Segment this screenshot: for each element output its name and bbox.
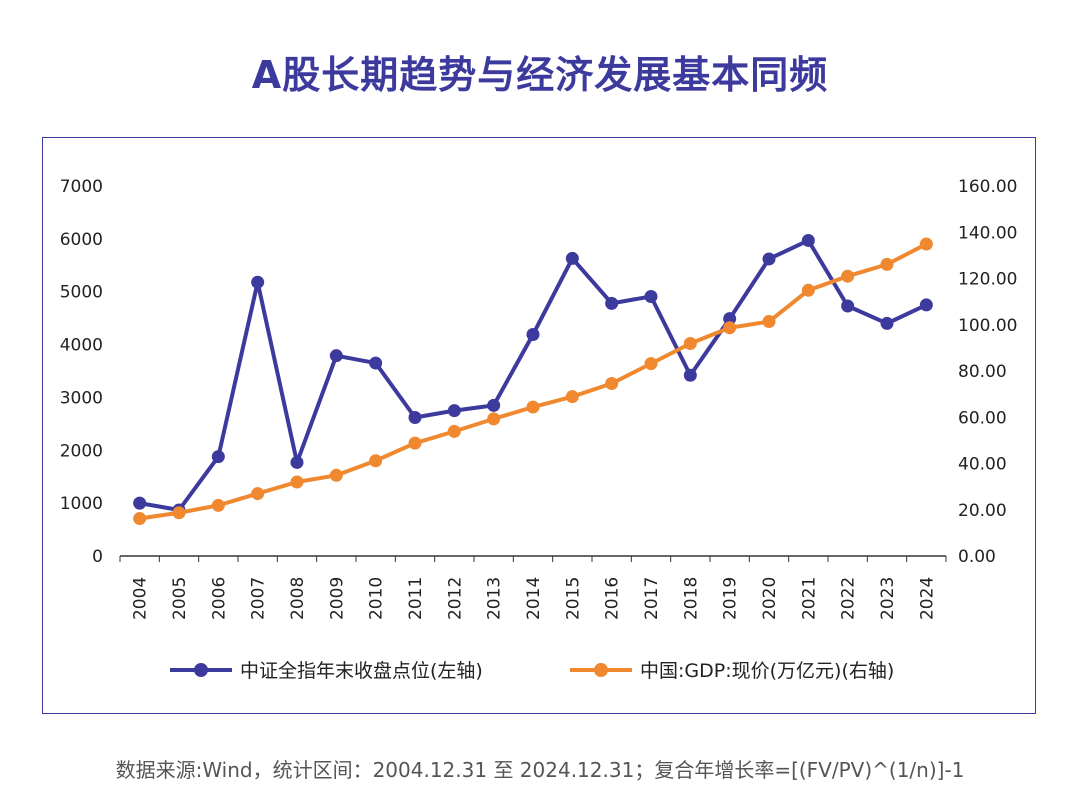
right-axis-tick-label: 0.00: [958, 547, 996, 567]
x-axis-tick-label: 2005: [170, 577, 190, 620]
data-point-gdp: [487, 412, 501, 426]
data-point-gdp: [447, 424, 461, 438]
data-point-index: [526, 328, 540, 342]
legend-label-index: 中证全指年末收盘点位(左轴): [240, 660, 483, 682]
left-axis-tick-label: 3000: [60, 388, 103, 408]
left-axis-tick-label: 2000: [60, 441, 103, 461]
data-point-index: [369, 356, 383, 370]
data-point-gdp: [683, 336, 697, 350]
data-point-gdp: [251, 487, 265, 501]
x-axis-tick-label: 2016: [603, 577, 623, 620]
x-axis-tick-label: 2010: [367, 577, 387, 620]
x-axis-tick-label: 2020: [760, 577, 780, 620]
x-axis-tick-label: 2009: [327, 577, 347, 620]
x-axis-tick-label: 2022: [839, 577, 859, 620]
x-axis-tick-label: 2018: [681, 577, 701, 620]
right-axis-tick-label: 40.00: [958, 455, 1007, 475]
left-axis-tick-label: 0: [92, 547, 103, 567]
left-axis-tick-label: 5000: [60, 283, 103, 303]
data-point-index: [133, 496, 147, 510]
data-point-gdp: [133, 512, 147, 526]
data-point-gdp: [801, 283, 815, 297]
x-axis-tick-label: 2013: [485, 577, 505, 620]
x-axis-tick-label: 2024: [917, 577, 937, 620]
data-point-index: [290, 455, 304, 469]
left-axis-tick-label: 1000: [60, 494, 103, 514]
left-axis-tick-label: 4000: [60, 336, 103, 356]
data-point-index: [919, 298, 933, 312]
data-point-gdp: [723, 321, 737, 335]
data-point-index: [723, 312, 737, 326]
legend-label-gdp: 中国:GDP:现价(万亿元)(右轴): [640, 660, 894, 682]
source-note: 数据来源:Wind，统计区间：2004.12.31 至 2024.12.31；复…: [115, 758, 965, 782]
data-point-gdp: [762, 315, 776, 329]
data-point-index: [683, 368, 697, 382]
data-point-index: [211, 450, 225, 464]
data-point-index: [447, 404, 461, 418]
right-axis-tick-label: 20.00: [958, 501, 1007, 521]
data-point-gdp: [565, 390, 579, 404]
data-point-index: [880, 316, 894, 330]
x-axis-tick-label: 2014: [524, 577, 544, 620]
data-point-index: [408, 411, 422, 425]
data-point-gdp: [290, 475, 304, 489]
x-axis-tick-label: 2011: [406, 577, 426, 620]
data-point-gdp: [880, 257, 894, 271]
left-axis-tick-label: 6000: [60, 230, 103, 250]
data-point-gdp: [211, 498, 225, 512]
data-point-index: [644, 289, 658, 303]
x-axis-tick-label: 2015: [563, 577, 583, 620]
data-point-gdp: [329, 468, 343, 482]
x-axis-tick-label: 2006: [209, 577, 229, 620]
chart-title: A股长期趋势与经济发展基本同频: [251, 53, 829, 97]
data-point-gdp: [605, 376, 619, 390]
chart-frame: 0 1000 2000 3000 4000 5000 6000 7000 0.00 20.00 40…: [42, 137, 1036, 714]
right-axis-tick-label: 160.00: [958, 177, 1017, 197]
data-point-index: [841, 299, 855, 313]
data-point-gdp: [919, 237, 933, 251]
left-axis-tick-label: 7000: [60, 177, 103, 197]
x-axis-tick-label: 2019: [721, 577, 741, 620]
data-point-gdp: [172, 506, 186, 520]
right-axis-tick-label: 120.00: [958, 270, 1017, 290]
legend-marker-index: [194, 663, 208, 677]
data-point-index: [605, 296, 619, 310]
x-axis-tick-label: 2023: [878, 577, 898, 620]
data-point-index: [762, 252, 776, 266]
x-axis-tick-label: 2021: [799, 577, 819, 620]
legend-marker-gdp: [594, 663, 608, 677]
data-point-index: [487, 398, 501, 412]
x-axis-tick-label: 2012: [445, 577, 465, 620]
data-point-gdp: [644, 357, 658, 371]
x-axis-tick-label: 2008: [288, 577, 308, 620]
x-axis-tick-label: 2004: [131, 577, 151, 620]
x-axis-tick-label: 2007: [249, 577, 269, 620]
data-point-gdp: [841, 269, 855, 283]
data-point-index: [801, 233, 815, 247]
x-axis-tick-label: 2017: [642, 577, 662, 620]
data-point-gdp: [369, 454, 383, 468]
line-chart: 0 1000 2000 3000 4000 5000 6000 7000 0.00 20.00 40…: [60, 177, 1018, 682]
right-axis-tick-label: 60.00: [958, 408, 1007, 428]
data-point-index: [251, 275, 265, 289]
data-point-gdp: [408, 436, 422, 450]
right-axis-tick-label: 80.00: [958, 362, 1007, 382]
data-point-index: [565, 251, 579, 265]
data-point-index: [329, 349, 343, 363]
right-axis-tick-label: 140.00: [958, 223, 1017, 243]
data-point-gdp: [526, 400, 540, 414]
right-axis-tick-label: 100.00: [958, 316, 1017, 336]
